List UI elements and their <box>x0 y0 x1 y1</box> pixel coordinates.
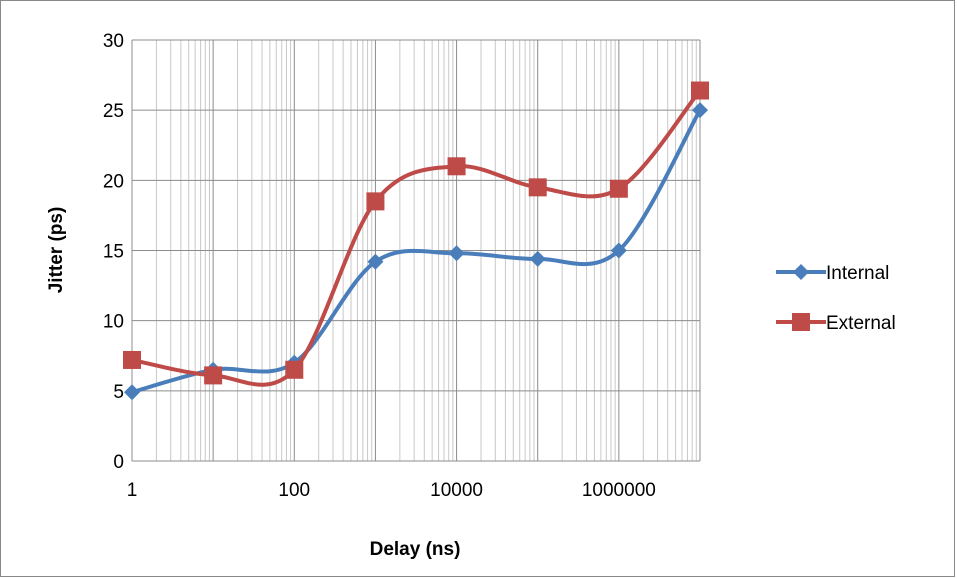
legend-item-external: External <box>776 313 896 334</box>
y-tick-label: 25 <box>103 101 124 122</box>
data-point-internal <box>367 253 384 270</box>
gridlines <box>131 39 701 462</box>
series-internal <box>124 102 708 401</box>
data-point-internal <box>124 384 140 401</box>
y-tick-label: 20 <box>103 171 124 192</box>
x-tick-label: 1000000 <box>582 480 656 501</box>
series-external <box>123 81 709 387</box>
data-series <box>123 81 709 401</box>
data-point-internal <box>448 245 465 262</box>
legend-marker-internal <box>793 264 809 280</box>
data-point-external <box>366 192 385 211</box>
data-point-external <box>204 366 223 385</box>
legend: Internal External <box>776 263 896 334</box>
x-tick-label: 1 <box>127 480 138 501</box>
data-point-internal <box>529 250 546 267</box>
legend-item-internal: Internal <box>776 263 889 284</box>
data-point-external <box>528 178 547 197</box>
legend-label-internal: Internal <box>826 263 889 284</box>
data-point-external <box>609 179 628 198</box>
x-axis-tick-labels: 1 100 10000 1000000 <box>127 480 656 501</box>
y-tick-label: 30 <box>103 31 124 52</box>
data-point-external <box>691 81 709 100</box>
y-tick-label: 10 <box>103 312 124 333</box>
data-point-internal <box>692 102 708 119</box>
x-axis-title: Delay (ns) <box>370 539 461 560</box>
y-axis-tick-labels: 0 5 10 15 20 25 30 <box>103 31 124 473</box>
data-point-external <box>285 360 304 379</box>
legend-label-external: External <box>826 313 896 334</box>
y-tick-label: 0 <box>113 452 124 473</box>
y-axis-title: Jitter (ps) <box>46 207 67 294</box>
x-tick-label: 100 <box>278 480 310 501</box>
x-tick-label: 10000 <box>430 480 483 501</box>
data-point-external <box>123 350 141 369</box>
y-tick-label: 5 <box>113 382 124 403</box>
data-point-external <box>447 157 466 176</box>
data-point-internal <box>610 242 627 259</box>
legend-marker-external <box>792 313 810 331</box>
y-tick-label: 15 <box>103 242 124 263</box>
